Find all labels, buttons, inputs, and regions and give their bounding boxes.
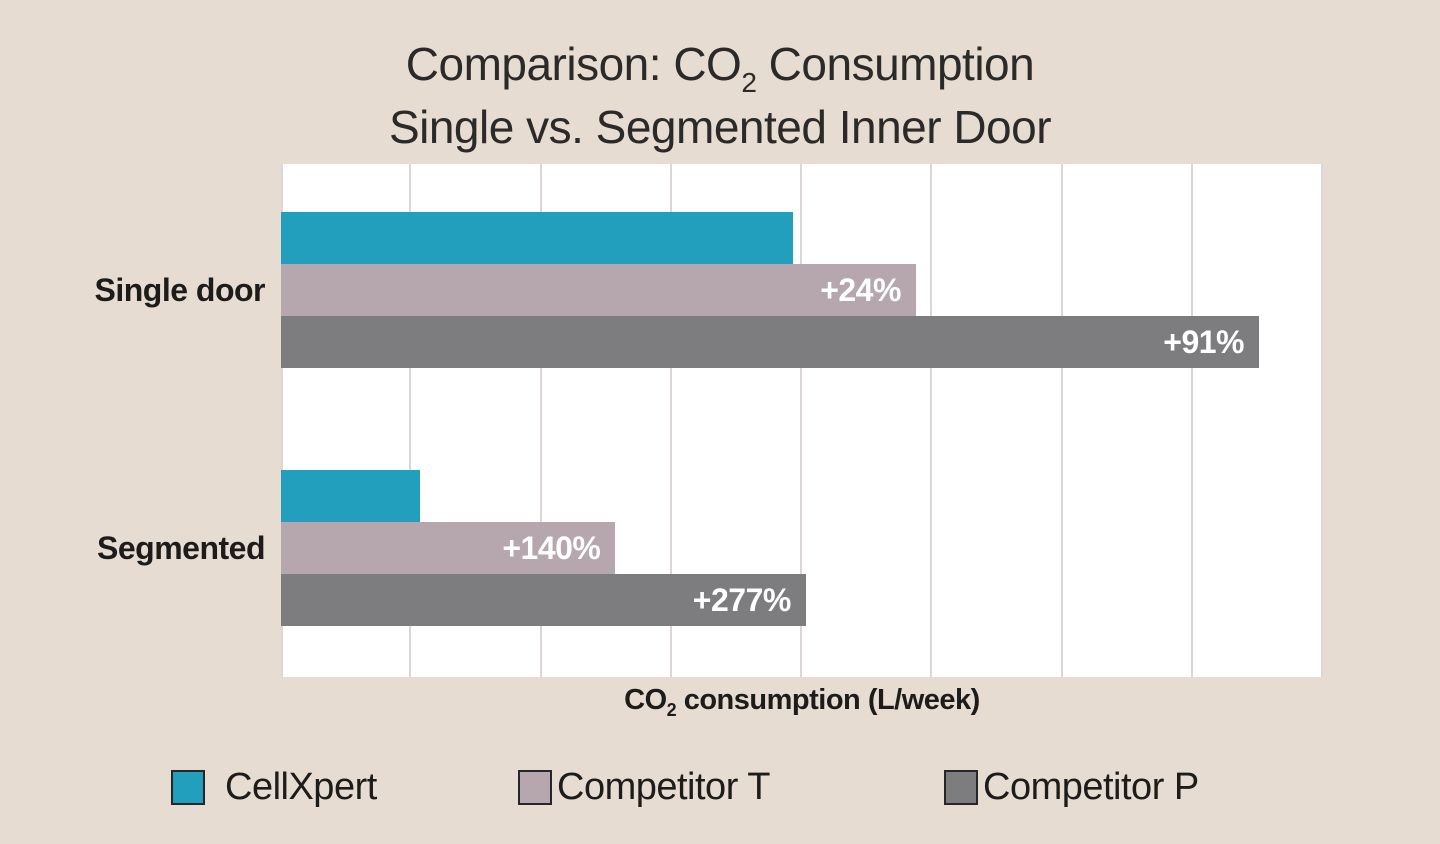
legend-swatch-competitor-t — [518, 769, 552, 805]
legend-label-competitor-p: Competitor P — [983, 765, 1199, 808]
legend: CellXpert Competitor T Competitor P — [0, 764, 1440, 810]
xlabel-text-pre: CO — [624, 684, 667, 716]
gridline — [409, 164, 412, 677]
category-label-segmented: Segmented — [97, 530, 265, 566]
bar-competitor-t-single-door: +24% — [281, 264, 916, 316]
plot-area: +24% +91% +140% +277% — [281, 164, 1323, 677]
gridline — [539, 164, 542, 677]
gridline — [930, 164, 933, 677]
bar-cellxpert-segmented — [281, 470, 421, 522]
legend-item-competitor-t: Competitor T — [518, 764, 770, 810]
title-subscript: 2 — [741, 67, 757, 98]
bar-competitor-p-segmented: +277% — [281, 574, 806, 626]
x-axis-label: CO2 consumption (L/week) — [281, 684, 1323, 720]
bar-value-label: +277% — [692, 581, 792, 618]
legend-item-competitor-p: Competitor P — [944, 764, 1199, 810]
legend-swatch-cellxpert — [171, 769, 205, 805]
legend-label-cellxpert: CellXpert — [225, 765, 377, 808]
title-text-post: Consumption — [756, 38, 1035, 90]
bar-value-label: +24% — [820, 271, 901, 308]
legend-item-cellxpert: CellXpert — [171, 764, 377, 810]
bar-competitor-p-single-door: +91% — [281, 316, 1259, 368]
category-label-single-door: Single door — [94, 272, 266, 308]
bar-cellxpert-single-door — [281, 212, 794, 264]
chart-subtitle: Single vs. Segmented Inner Door — [388, 101, 1052, 153]
gridline — [281, 164, 283, 677]
xlabel-text-post: consumption (L/week) — [676, 684, 981, 716]
title-text-pre: Comparison: CO — [405, 38, 742, 90]
bar-competitor-t-segmented: +140% — [281, 522, 616, 574]
gridline — [669, 164, 672, 677]
gridline — [1190, 164, 1193, 677]
legend-swatch-competitor-p — [944, 769, 978, 805]
bar-value-label: +91% — [1163, 323, 1244, 360]
xlabel-subscript: 2 — [666, 700, 677, 720]
legend-label-competitor-t: Competitor T — [557, 765, 770, 808]
gridline — [1060, 164, 1063, 677]
gridline — [1321, 164, 1323, 677]
chart-title: Comparison: CO2 Consumption — [0, 36, 1440, 99]
chart-title-block: Comparison: CO2 Consumption Single vs. S… — [0, 36, 1440, 156]
gridline — [800, 164, 802, 677]
bar-value-label: +140% — [502, 529, 601, 566]
